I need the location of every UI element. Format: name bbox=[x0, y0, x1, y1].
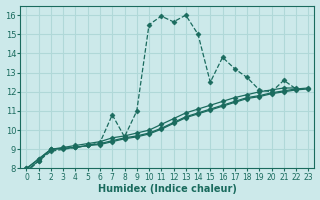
X-axis label: Humidex (Indice chaleur): Humidex (Indice chaleur) bbox=[98, 184, 237, 194]
